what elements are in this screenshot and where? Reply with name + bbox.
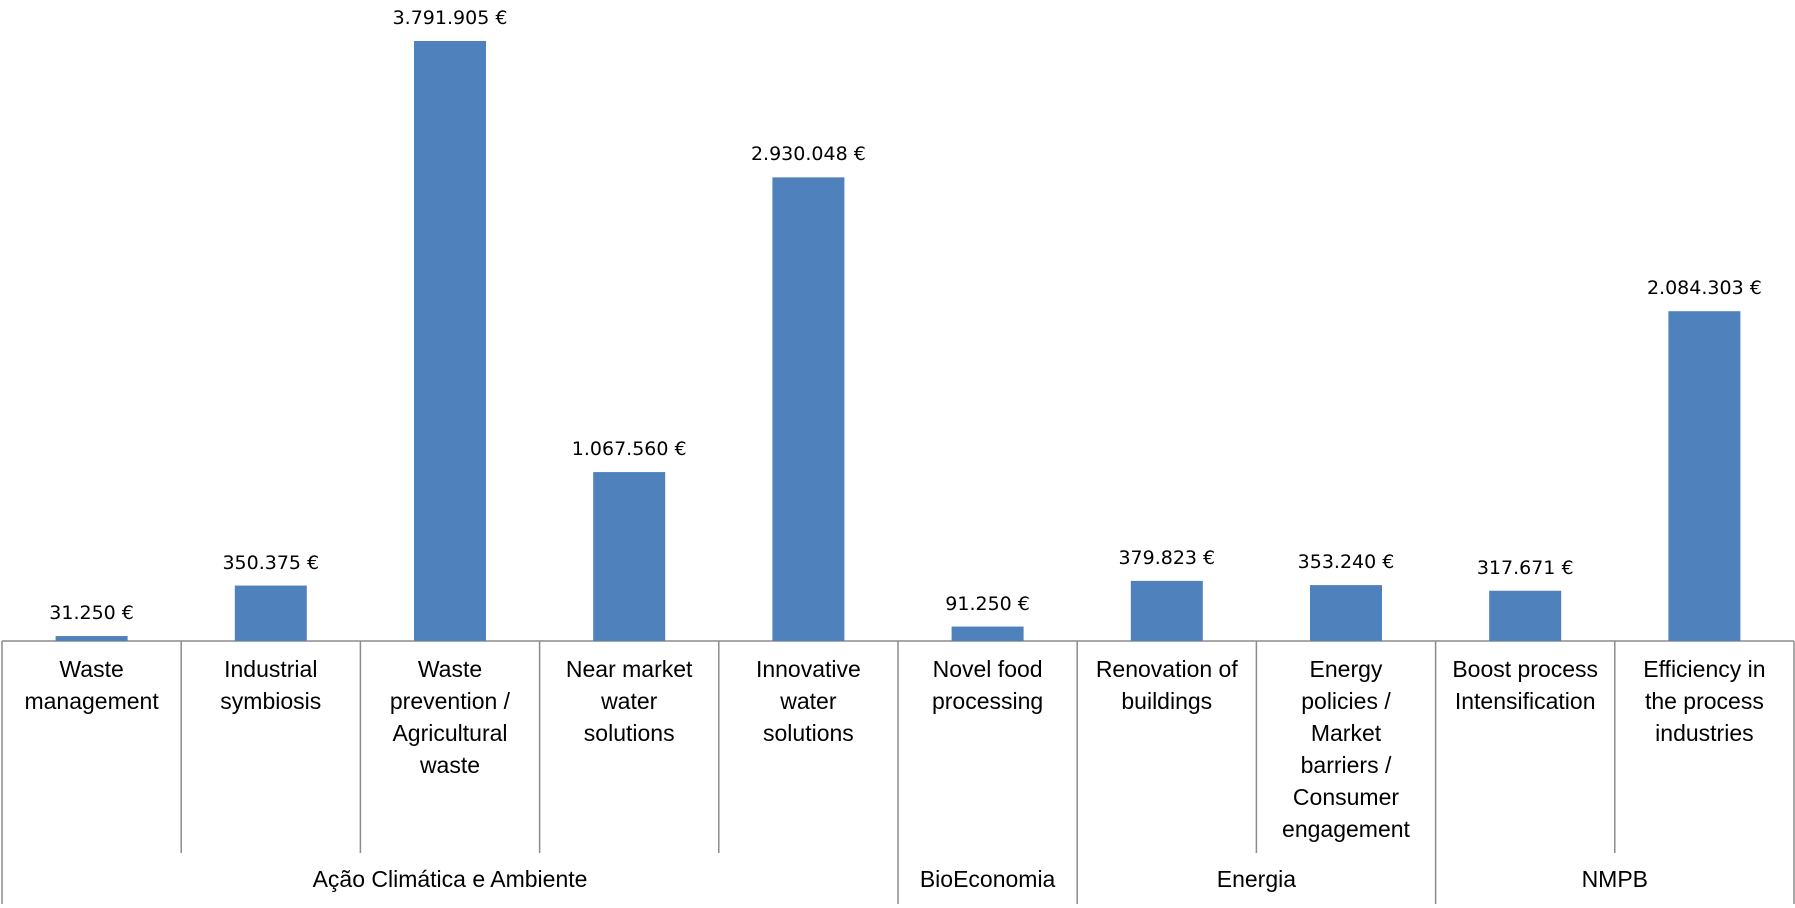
bar bbox=[1310, 585, 1382, 641]
bar bbox=[951, 626, 1024, 641]
category-label: Energy policies / Market barriers / Cons… bbox=[1282, 656, 1410, 842]
category-label: Industrial symbiosis bbox=[220, 656, 322, 714]
group-label: NMPB bbox=[1581, 866, 1649, 892]
value-label: 2.084.303 € bbox=[1646, 277, 1762, 300]
value-label: 350.375 € bbox=[222, 551, 320, 574]
bar bbox=[772, 177, 845, 641]
group-label: BioEconomia bbox=[919, 866, 1056, 892]
group-label: Ação Climática e Ambiente bbox=[312, 866, 588, 892]
value-label: 2.930.048 € bbox=[750, 143, 866, 166]
bar bbox=[1489, 590, 1562, 641]
value-label: 31.250 € bbox=[49, 602, 134, 625]
bar bbox=[414, 41, 486, 641]
category-label: Innovative water solutions bbox=[755, 656, 861, 746]
value-label: 3.791.905 € bbox=[392, 7, 508, 29]
category-label: Waste prevention / Agricultural waste bbox=[389, 656, 511, 778]
group-label: Energia bbox=[1216, 866, 1297, 892]
value-label: 91.250 € bbox=[945, 592, 1030, 615]
category-label: Renovation of buildings bbox=[1095, 656, 1238, 714]
bar bbox=[593, 472, 666, 641]
value-label: 379.823 € bbox=[1118, 546, 1216, 569]
category-label: Efficiency in the process industries bbox=[1643, 656, 1766, 746]
bar bbox=[1130, 580, 1203, 641]
bar bbox=[55, 636, 128, 641]
value-label: 353.240 € bbox=[1297, 551, 1395, 574]
category-label: Boost process Intensification bbox=[1452, 656, 1599, 714]
bar bbox=[234, 585, 307, 641]
value-label: 317.671 € bbox=[1476, 556, 1574, 579]
category-label: Novel food processing bbox=[931, 656, 1044, 714]
value-label: 1.067.560 € bbox=[571, 438, 687, 461]
bar bbox=[1668, 311, 1741, 641]
category-label: Waste management bbox=[24, 656, 159, 714]
category-label: Near market water solutions bbox=[565, 656, 693, 746]
